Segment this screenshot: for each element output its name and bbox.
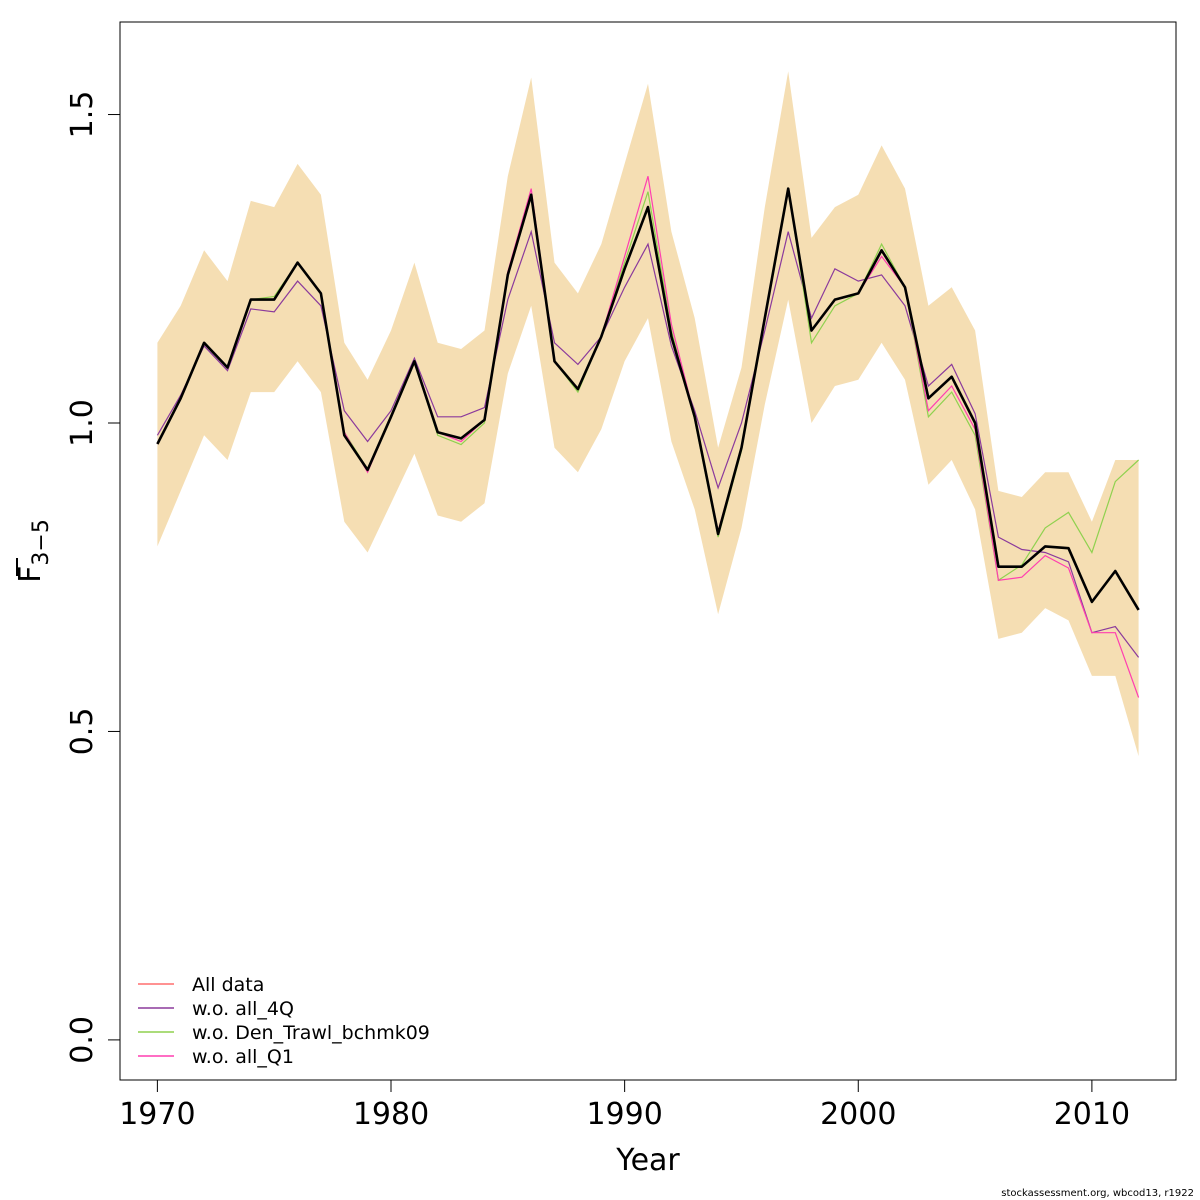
y-tick-label: 1.0: [65, 399, 100, 447]
x-tick-label: 1970: [119, 1097, 195, 1132]
x-tick-label: 2000: [820, 1097, 896, 1132]
svg-text:F3−5: F3−5: [13, 519, 54, 583]
credit-text: stockassessment.org, wbcod13, r1922: [1001, 1188, 1194, 1199]
legend-label-4: w.o. all_Q1: [192, 1046, 294, 1068]
main-estimate-line: [156, 187, 1140, 611]
y-axis-title-main: F: [13, 566, 48, 583]
y-axis-title: F3−5: [13, 519, 54, 583]
series-lines-layer: [156, 176, 1140, 698]
x-tick-label: 1980: [353, 1097, 429, 1132]
legend-label-2: w.o. all_4Q: [192, 998, 294, 1020]
legend-label-1: All data: [192, 974, 264, 996]
y-axis: 0.0 0.5 1.0 1.5: [65, 91, 121, 1064]
confidence-band-layer: [157, 71, 1139, 757]
x-axis-title: Year: [615, 1143, 680, 1178]
x-tick-label: 1990: [586, 1097, 662, 1132]
y-tick-label: 1.5: [65, 91, 100, 139]
series-line-2: [156, 229, 1140, 658]
legend-label-3: w.o. Den_Trawl_bchmk09: [192, 1022, 430, 1044]
confidence-band: [157, 71, 1139, 757]
y-tick-label: 0.0: [65, 1016, 100, 1064]
x-axis: 1970 1980 1990 2000 2010: [119, 1079, 1130, 1132]
y-axis-title-subscript: 3−5: [29, 519, 54, 565]
y-tick-label: 0.5: [65, 708, 100, 756]
x-tick-label: 2010: [1054, 1097, 1130, 1132]
